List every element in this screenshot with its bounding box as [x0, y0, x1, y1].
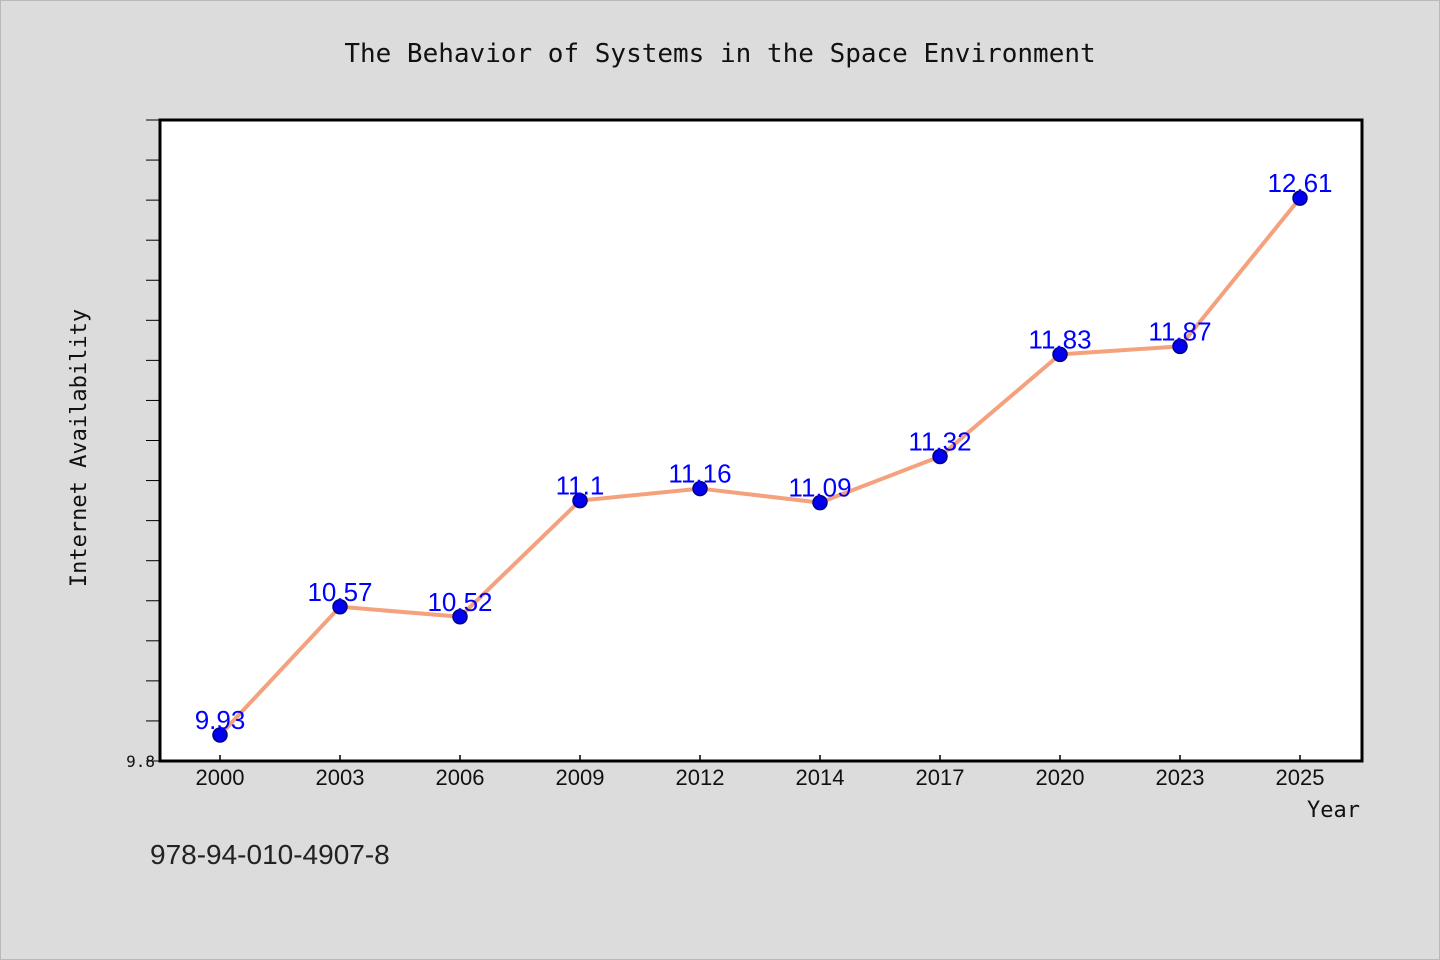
y-axis-ticks: [146, 119, 160, 762]
data-point: [692, 480, 708, 497]
data-label: 12.61: [1267, 168, 1332, 198]
data-label: 11.32: [908, 427, 971, 457]
x-tick-label: 2003: [316, 765, 365, 790]
x-tick-label: 2014: [796, 765, 845, 790]
y-tick-label: 9.8: [126, 752, 155, 771]
data-point: [1052, 346, 1068, 363]
data-point: [572, 492, 588, 509]
x-tick-label: 2009: [556, 765, 605, 790]
data-point: [812, 494, 828, 511]
isbn-text: 978-94-010-4907-8: [150, 839, 390, 870]
data-label: 10.57: [307, 577, 372, 607]
data-label: 11.87: [1148, 316, 1211, 346]
x-tick-label: 2012: [676, 765, 725, 790]
data-label: 11.83: [1028, 324, 1091, 354]
data-label: 10.52: [427, 587, 492, 617]
data-point: [332, 599, 348, 615]
data-point: [452, 609, 468, 625]
data-label: 11.09: [788, 473, 851, 503]
chart-title: The Behavior of Systems in the Space Env…: [344, 39, 1095, 69]
x-tick-label: 2017: [916, 765, 965, 790]
series-line: [218, 196, 1302, 737]
x-axis-label: Year: [1307, 798, 1360, 823]
data-label: 9.93: [195, 705, 246, 735]
x-axis-ticks: 2000 2003 2006 2009 2012 2014 2017 2020 2023 2025: [196, 755, 1325, 790]
data-label: 11.1: [556, 471, 605, 501]
plot-area: [158, 118, 1364, 763]
y-axis-label: Internet Availability: [67, 309, 92, 587]
data-label: 11.16: [668, 459, 731, 489]
x-tick-label: 2023: [1156, 765, 1205, 790]
x-tick-label: 2006: [436, 765, 485, 790]
data-point: [932, 448, 948, 465]
series-layer: 9.93 10.57 10.52 11.1 11.16 11.09 11.32 11.83 11…: [195, 168, 1333, 743]
data-point: [1292, 190, 1308, 206]
x-tick-label: 2020: [1036, 765, 1085, 790]
x-tick-label: 2000: [196, 765, 245, 790]
x-tick-label: 2025: [1276, 765, 1325, 790]
data-point: [1172, 338, 1188, 355]
data-point: [212, 727, 228, 743]
